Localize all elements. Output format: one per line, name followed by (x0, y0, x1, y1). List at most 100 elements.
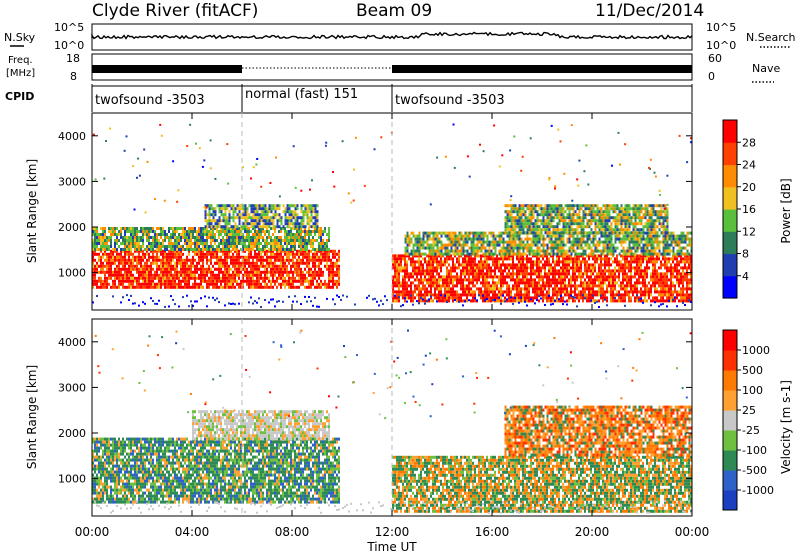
power-cell (260, 233, 262, 236)
power-cell (232, 253, 234, 256)
power-cell (190, 242, 192, 245)
power-cell (444, 296, 446, 299)
power-cell (270, 283, 272, 286)
power-cell (144, 286, 146, 289)
power-cell (618, 296, 620, 299)
power-cell (98, 236, 100, 239)
power-cell (662, 293, 664, 296)
power-cell (586, 266, 588, 269)
power-cell (138, 274, 140, 277)
power-cell (174, 236, 176, 239)
power-cell (243, 207, 245, 210)
power-cell (495, 241, 497, 244)
power-cell (132, 274, 134, 277)
power-cell (283, 204, 285, 207)
power-cell (572, 284, 574, 287)
power-cell (110, 256, 112, 259)
power-cell (602, 287, 604, 290)
power-cell (570, 296, 572, 299)
power-cell (396, 266, 398, 269)
power-cell (270, 248, 272, 251)
power-cell (622, 272, 624, 275)
power-cell (122, 286, 124, 289)
power-cell (138, 268, 140, 271)
power-cell (492, 287, 494, 290)
power-cell (156, 259, 158, 262)
power-cell (559, 247, 561, 250)
power-cell (250, 280, 252, 283)
power-cell (586, 275, 588, 278)
power-cell (285, 213, 287, 216)
power-cell (305, 204, 307, 207)
power-cell (520, 269, 522, 272)
power-cell (562, 260, 564, 263)
power-cell (330, 280, 332, 283)
power-cell (268, 262, 270, 265)
power-cell (138, 239, 140, 242)
power-cell (174, 239, 176, 242)
power-cell (427, 241, 429, 244)
power-cell (168, 245, 170, 248)
power-cell (194, 283, 196, 286)
power-cell (104, 227, 106, 230)
power-cell (254, 265, 256, 268)
power-cell (295, 207, 297, 210)
power-cell (294, 239, 296, 242)
power-cell (430, 257, 432, 260)
power-cell (529, 253, 531, 256)
power-cell (160, 283, 162, 286)
power-cell (106, 256, 108, 259)
power-cell (420, 299, 422, 302)
power-cell (182, 236, 184, 239)
power-cell (433, 232, 435, 235)
power-cell (486, 281, 488, 284)
power-cell (432, 281, 434, 284)
power-cell (486, 284, 488, 287)
power-cell (290, 265, 292, 268)
power-cell (248, 277, 250, 280)
power-cell (276, 253, 278, 256)
power-cell (112, 286, 114, 289)
power-cell (132, 256, 134, 259)
power-cell (215, 213, 217, 216)
power-cell (317, 210, 319, 213)
power-cell (494, 263, 496, 266)
power-cell (556, 290, 558, 293)
power-cell (443, 253, 445, 256)
power-cell (518, 278, 520, 281)
power-cell (467, 244, 469, 247)
power-cell (122, 277, 124, 280)
power-cell (253, 219, 255, 222)
power-cell (254, 280, 256, 283)
power-cell (136, 259, 138, 262)
power-cell (216, 274, 218, 277)
power-cell (570, 290, 572, 293)
power-cell (490, 275, 492, 278)
power-cell (94, 280, 96, 283)
power-cell (504, 278, 506, 281)
power-cell (268, 236, 270, 239)
power-cell (316, 274, 318, 277)
power-cell (495, 250, 497, 253)
power-cell (510, 278, 512, 281)
power-cell (312, 245, 314, 248)
power-cell (666, 272, 668, 275)
power-cell (286, 230, 288, 233)
power-cell (457, 235, 459, 238)
power-cell (290, 259, 292, 262)
power-cell (234, 262, 236, 265)
power-cell (444, 290, 446, 293)
power-cell (620, 296, 622, 299)
power-cell (660, 293, 662, 296)
power-cell (252, 236, 254, 239)
power-cell (204, 245, 206, 248)
power-cell (178, 262, 180, 265)
power-cell (618, 290, 620, 293)
power-cell (305, 213, 307, 216)
power-cell (236, 256, 238, 259)
power-cell (106, 286, 108, 289)
power-cell (602, 269, 604, 272)
power-cell (522, 293, 524, 296)
power-cell (505, 253, 507, 256)
power-cell (311, 210, 313, 213)
